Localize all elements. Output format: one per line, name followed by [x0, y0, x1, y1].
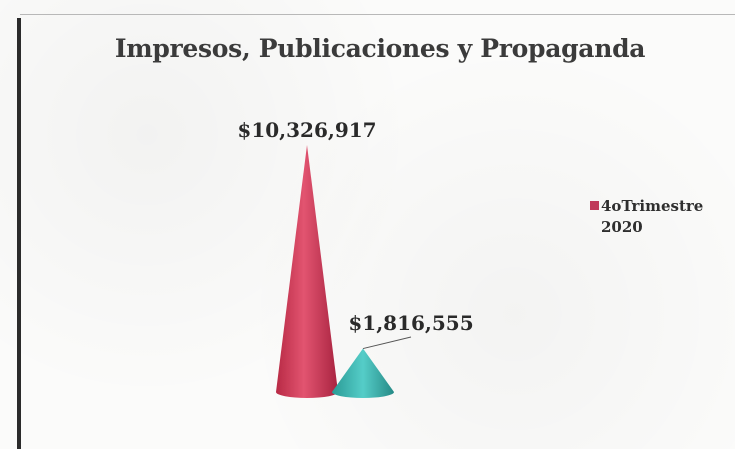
- data-label-1: $10,326,917: [237, 118, 376, 142]
- legend-entry-label: 4oTrimestre 2020: [601, 197, 704, 236]
- chart-title: Impresos, Publicaciones y Propaganda: [114, 34, 646, 63]
- left-border: [17, 18, 21, 449]
- top-border: [20, 14, 735, 15]
- leader-line-2: [362, 336, 412, 350]
- cone-bar-2: [332, 348, 394, 398]
- legend: 4oTrimestre 2020: [590, 196, 731, 238]
- cone-bar-1: [276, 145, 338, 398]
- data-label-2: $1,816,555: [348, 311, 473, 335]
- legend-swatch: [590, 201, 599, 210]
